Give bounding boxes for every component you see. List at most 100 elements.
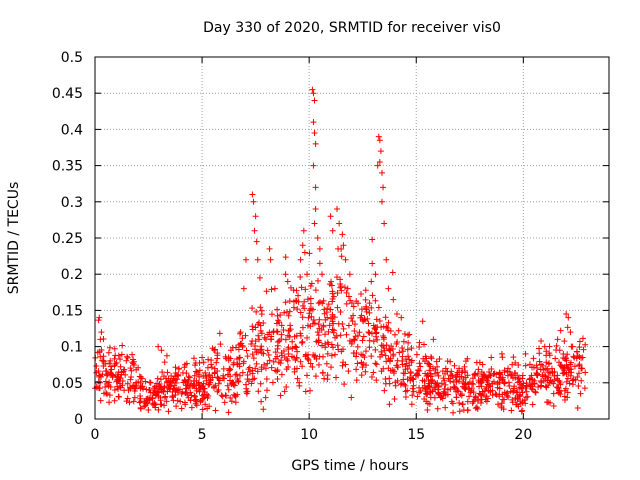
data-point: [419, 384, 426, 391]
data-point: [561, 338, 568, 345]
data-point: [105, 349, 112, 356]
data-point: [529, 376, 536, 383]
data-point: [563, 371, 570, 378]
data-point: [516, 384, 523, 391]
data-point: [343, 289, 350, 296]
data-point: [274, 367, 281, 374]
data-point: [253, 308, 260, 315]
data-point: [390, 352, 397, 359]
data-point: [540, 377, 547, 384]
data-point: [416, 344, 423, 351]
data-point: [181, 364, 188, 371]
data-point: [209, 345, 216, 352]
data-point: [424, 400, 431, 407]
data-point: [102, 378, 109, 385]
data-point: [284, 357, 291, 364]
data-point: [272, 349, 279, 356]
data-point: [274, 306, 281, 313]
data-point: [545, 399, 552, 406]
data-point: [149, 400, 156, 407]
data-point: [477, 380, 484, 387]
data-point: [211, 369, 218, 376]
data-point: [111, 345, 118, 352]
data-point: [523, 388, 530, 395]
data-point: [117, 363, 124, 370]
data-point: [156, 381, 163, 388]
data-point: [287, 322, 294, 329]
data-point: [299, 338, 306, 345]
data-point: [147, 389, 154, 396]
data-point: [360, 318, 367, 325]
data-point: [350, 350, 357, 357]
data-point: [257, 327, 264, 334]
data-point: [117, 356, 124, 363]
data-point: [94, 349, 101, 356]
data-point: [310, 90, 317, 97]
data-point: [237, 329, 244, 336]
data-point: [107, 384, 114, 391]
data-point: [369, 292, 376, 299]
data-point: [419, 318, 426, 325]
data-point: [264, 360, 271, 367]
data-point: [441, 389, 448, 396]
data-point: [310, 119, 317, 126]
data-point: [128, 367, 135, 374]
data-point: [512, 359, 519, 366]
data-point: [546, 360, 553, 367]
data-point: [353, 353, 360, 360]
data-point: [124, 395, 131, 402]
data-point: [515, 376, 522, 383]
data-point: [360, 360, 367, 367]
data-point: [577, 390, 584, 397]
data-point: [453, 373, 460, 380]
data-point: [338, 348, 345, 355]
data-point: [258, 398, 265, 405]
axis-ticks: 0 5 10 15 20 0 0.05 0.1 0.15 0.2 0.25 0.3 0.35 0.4 0.4…: [52, 50, 609, 443]
data-point: [546, 379, 553, 386]
data-point: [375, 133, 382, 140]
data-point: [283, 384, 290, 391]
data-point: [365, 329, 372, 336]
data-point: [441, 377, 448, 384]
data-point: [228, 398, 235, 405]
data-point: [362, 348, 369, 355]
data-point: [576, 361, 583, 368]
data-point: [253, 349, 260, 356]
data-point: [212, 382, 219, 389]
data-point: [300, 227, 307, 234]
data-point: [96, 314, 103, 321]
data-point: [399, 345, 406, 351]
data-point: [223, 392, 230, 399]
data-point: [461, 384, 468, 391]
data-point: [556, 388, 563, 395]
data-point: [308, 313, 315, 320]
data-point: [268, 311, 275, 318]
data-point: [394, 339, 401, 346]
data-point: [232, 344, 239, 351]
data-point: [573, 348, 580, 355]
data-point: [338, 287, 345, 294]
data-point: [542, 373, 549, 380]
data-point: [256, 336, 263, 343]
data-point: [252, 213, 259, 220]
data-point: [528, 364, 535, 371]
data-point: [225, 371, 232, 378]
x-tick-label: 20: [514, 427, 532, 443]
data-point: [447, 372, 454, 379]
data-point: [380, 323, 387, 330]
data-point: [200, 359, 207, 366]
data-point: [290, 354, 297, 361]
data-point: [225, 357, 232, 364]
data-point: [574, 373, 581, 380]
data-point: [505, 394, 512, 401]
data-point: [345, 322, 352, 329]
data-point: [458, 391, 465, 398]
data-point: [318, 342, 325, 349]
data-point: [378, 368, 385, 375]
data-point: [123, 357, 130, 364]
data-point: [528, 372, 535, 379]
data-point: [307, 295, 314, 302]
data-point: [383, 342, 390, 349]
data-point: [286, 298, 293, 305]
